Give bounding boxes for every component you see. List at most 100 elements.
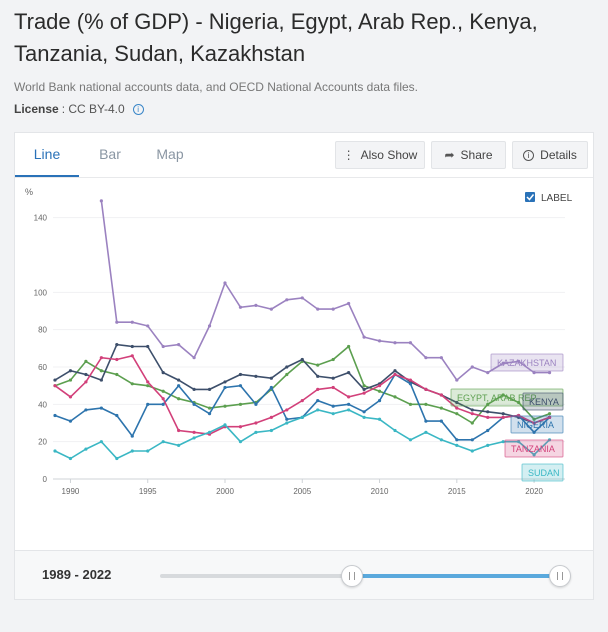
series-point-0 [424,356,428,360]
series-point-4 [53,384,57,388]
details-button[interactable]: i Details [512,141,588,169]
info-icon[interactable]: i [132,103,144,115]
series-point-0 [316,307,320,311]
range-end-handle[interactable] [549,565,571,587]
series-point-0 [501,361,505,365]
series-point-1 [377,389,382,393]
series-point-5 [331,412,335,416]
tab-bar[interactable]: Bar [99,146,121,162]
series-point-5 [146,449,150,453]
series-point-4 [424,387,428,391]
series-point-5 [316,408,320,412]
series-point-3 [455,438,459,442]
series-point-4 [486,415,490,419]
tabs-divider [15,177,593,178]
series-point-0 [362,335,366,339]
series-point-1 [501,393,505,397]
y-tick-label: 80 [38,326,47,335]
series-point-4 [408,378,413,382]
series-point-0 [377,339,382,343]
series-label-box [504,439,564,458]
series-point-2 [84,372,88,377]
series-point-3 [146,402,150,406]
series-point-0 [408,341,413,345]
series-point-0 [115,320,119,324]
also-show-button[interactable]: ⋮ Also Show [335,141,425,169]
series-point-4 [254,421,258,425]
series-point-5 [455,443,459,447]
series-label-4: TANZANIA [504,439,564,458]
series-label-5: SUDAN [521,463,564,482]
series-point-2 [53,378,57,382]
series-point-3 [130,434,134,438]
series-point-2 [501,412,505,416]
series-point-4 [161,397,165,401]
range-start-handle[interactable] [341,565,363,587]
series-point-5 [377,417,382,421]
series-point-2 [285,365,289,369]
series-point-2 [455,400,459,405]
series-point-1 [99,369,103,373]
x-tick-label: 2010 [371,487,389,496]
series-point-1 [517,400,521,405]
x-tick-label: 2000 [216,487,234,496]
series-point-4 [501,415,505,419]
details-info-icon: i [523,149,535,161]
series-point-3 [362,410,366,414]
y-tick-label: 100 [34,288,48,297]
details-label: Details [540,148,577,162]
share-label: Share [460,148,493,162]
series-point-3 [207,412,212,416]
series-point-3 [424,419,428,423]
checkmark-icon [526,194,535,201]
range-slider-fill [352,574,560,578]
series-point-4 [177,428,181,433]
series-point-0 [532,371,536,375]
series-point-0 [285,298,289,302]
tab-map[interactable]: Map [156,146,184,162]
series-point-0 [517,359,521,363]
series-point-1 [362,384,366,388]
series-point-1 [115,372,119,377]
series-point-3 [470,438,474,442]
series-point-5 [300,415,304,419]
label-toggle[interactable]: LABEL [525,192,573,204]
series-point-5 [269,428,273,433]
series-point-0 [207,324,212,328]
y-tick-label: 40 [38,400,47,409]
series-label-text: NIGERIA [517,420,554,430]
series-point-3 [53,413,57,418]
series-point-5 [161,440,165,444]
series-point-0 [331,307,335,311]
series-point-5 [130,449,134,453]
series-point-4 [192,430,196,434]
series-point-0 [177,343,181,347]
series-point-2 [223,380,227,384]
series-point-5 [192,436,196,440]
series-point-5 [223,423,227,427]
share-button[interactable]: ➦ Share [431,141,506,169]
tab-line[interactable]: Line [15,133,79,177]
y-tick-label: 0 [43,475,48,484]
label-checkbox[interactable] [525,192,535,202]
share-icon: ➦ [444,148,455,162]
series-point-3 [84,408,88,412]
year-range-bar: 1989 - 2022 [14,550,594,600]
series-point-4 [455,406,459,410]
series-point-2 [362,387,366,391]
series-label-text: KAZAKHSTAN [497,358,556,368]
chart-panel: Line Bar Map ⋮ Also Show ➦ Share i Detai… [14,132,594,600]
x-tick-label: 1995 [139,487,157,496]
series-point-2 [238,372,243,377]
series-point-4 [347,395,351,399]
series-point-3 [192,402,196,406]
series-point-1 [331,357,335,362]
series-point-3 [99,406,103,410]
series-label-2: KENYA [522,392,564,411]
series-point-2 [269,376,273,380]
view-tabs: Line Bar Map ⋮ Also Show ➦ Share i Detai… [15,133,593,177]
series-point-3 [331,404,335,408]
series-point-1 [84,359,88,363]
series-point-2 [393,369,397,373]
series-point-1 [486,402,490,406]
